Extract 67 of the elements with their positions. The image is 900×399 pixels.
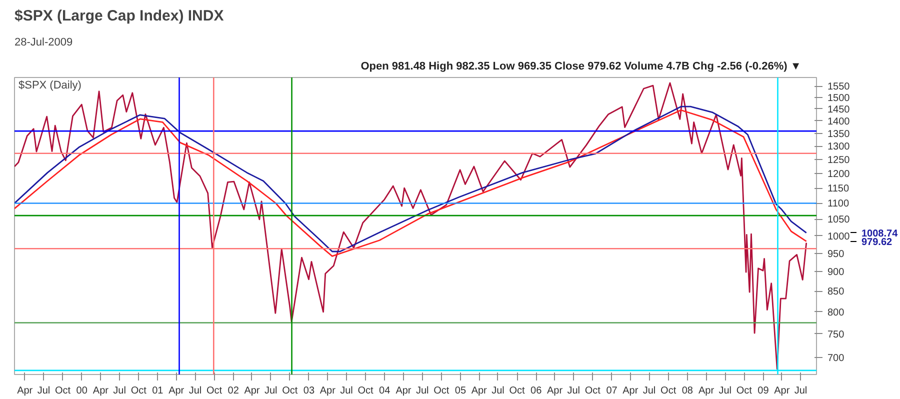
y-tick-label: 1150 xyxy=(828,184,850,195)
x-tick-label: Oct xyxy=(434,386,450,396)
x-tick-label: Jul xyxy=(642,386,656,396)
x-tick-label: 07 xyxy=(606,386,618,396)
x-tick-label: 03 xyxy=(303,386,315,396)
x-tick-label: Apr xyxy=(622,386,639,396)
x-tick-label: 01 xyxy=(152,386,164,396)
x-tick-label: Apr xyxy=(244,386,260,396)
y-tick-label: 1100 xyxy=(828,198,850,210)
x-tick-label: Jul xyxy=(492,386,504,396)
x-tick-label: Jul xyxy=(188,386,202,396)
y-tick-label: 1000 xyxy=(828,231,850,242)
y-tick-label: 1300 xyxy=(828,142,850,153)
x-tick-label: Apr xyxy=(546,386,564,396)
y-tick-label: 900 xyxy=(828,267,845,278)
x-tick-label: 09 xyxy=(758,386,770,396)
x-tick-label: 08 xyxy=(682,386,694,396)
x-tick-label: Apr xyxy=(471,386,488,396)
x-tick-label: 00 xyxy=(76,386,88,396)
x-tick-label: Apr xyxy=(774,386,790,396)
annotation: $SPX (Daily) xyxy=(18,80,82,92)
x-tick-label: Oct xyxy=(130,386,147,396)
y-tick-label: 1450 xyxy=(828,104,850,116)
chart-subtitle: 28-Jul-2009 xyxy=(14,36,73,48)
y-tick-label: 1550 xyxy=(828,82,850,93)
x-tick-label: Jul xyxy=(794,386,808,396)
x-tick-label: Apr xyxy=(92,386,110,396)
text: 979.62 xyxy=(862,236,893,248)
x-tick-label: Apr xyxy=(168,386,185,396)
y-tick-label: 1050 xyxy=(828,214,850,226)
text: 1008.74 xyxy=(862,228,898,240)
text: Open 981.48 High 982.35 Low 969.35 Close 979.62 Volume 4.7B Chg -2.56 (-0.26%) ▼ xyxy=(360,60,802,72)
x-tick-label: Jul xyxy=(113,386,126,396)
x-tick-label: Oct xyxy=(736,386,752,396)
y-tick-label: 1200 xyxy=(828,169,850,180)
y-tick-label: 750 xyxy=(828,329,845,340)
line-series xyxy=(14,82,808,370)
y-tick-label: 700 xyxy=(828,353,845,364)
chart-title: $SPX (Large Cap Index) INDX xyxy=(14,8,224,24)
x-tick-label: Apr xyxy=(17,386,34,396)
x-tick-label: Jul xyxy=(416,386,429,396)
x-tick-label: Apr xyxy=(396,386,412,396)
x-tick-label: Oct xyxy=(282,386,298,396)
x-tick-label: 06 xyxy=(530,386,542,396)
x-tick-label: Apr xyxy=(320,386,336,396)
x-tick-label: 04 xyxy=(379,386,391,396)
y-tick-label: 950 xyxy=(828,248,845,260)
x-tick-label: Apr xyxy=(698,386,715,396)
y-tick-label: 850 xyxy=(828,286,845,298)
y-tick-label: 1500 xyxy=(828,92,850,104)
x-tick-label: Jul xyxy=(718,386,732,396)
x-tick-label: Oct xyxy=(584,386,601,396)
x-tick-label: Jul xyxy=(567,386,580,396)
x-tick-label: 02 xyxy=(228,386,240,396)
y-tick-label: 1250 xyxy=(828,155,850,166)
x-tick-label: Jul xyxy=(340,386,353,396)
x-tick-label: Jul xyxy=(264,386,278,396)
x-tick-label: Oct xyxy=(509,386,526,396)
x-tick-label: Oct xyxy=(358,386,374,396)
x-tick-label: Oct xyxy=(55,386,71,396)
x-tick-label: 05 xyxy=(454,386,466,396)
y-tick-label: 800 xyxy=(828,307,845,318)
x-tick-label: Jul xyxy=(37,386,50,396)
y-tick-label: 1350 xyxy=(828,128,850,140)
y-tick-label: 1400 xyxy=(828,116,850,128)
x-tick-label: Oct xyxy=(206,386,222,396)
x-tick-label: Oct xyxy=(660,386,676,396)
